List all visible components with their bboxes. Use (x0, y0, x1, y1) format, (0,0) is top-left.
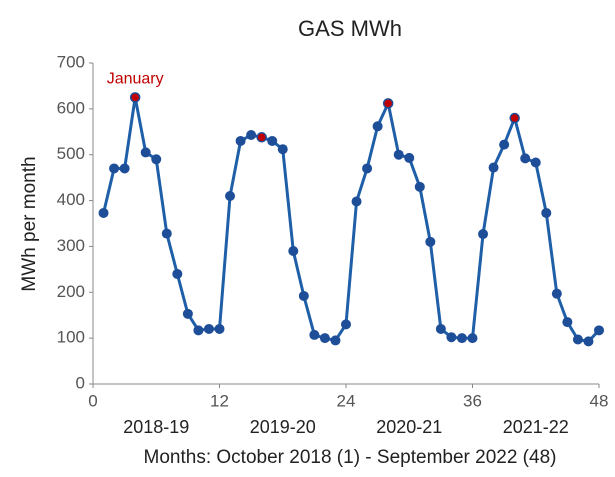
point (551, 288, 562, 299)
point (151, 154, 162, 165)
point (277, 144, 288, 155)
season-label: 2019-20 (250, 417, 316, 437)
point (594, 325, 604, 336)
point (446, 332, 457, 343)
point (214, 323, 225, 334)
y-tick-label: 300 (57, 236, 85, 255)
point (467, 333, 478, 344)
point (478, 229, 489, 240)
point (193, 325, 204, 336)
x-axis-label: Months: October 2018 (1) - September 202… (144, 447, 557, 468)
point (109, 163, 120, 174)
point (562, 317, 573, 328)
x-tick-label: 36 (463, 391, 482, 410)
highlight-point (382, 98, 394, 109)
point (393, 149, 404, 160)
season-label: 2021-22 (503, 417, 569, 437)
highlight-point (129, 92, 141, 103)
point (225, 190, 236, 201)
point (530, 157, 541, 168)
point (309, 329, 320, 340)
point (235, 135, 246, 146)
y-tick-label: 200 (57, 282, 85, 301)
point (119, 163, 130, 174)
season-label: 2018-19 (123, 417, 189, 437)
point (541, 207, 552, 218)
point (341, 319, 351, 330)
highlight-point (509, 112, 520, 124)
point (362, 163, 373, 174)
point (330, 335, 341, 346)
x-tick-label: 0 (88, 391, 97, 410)
point (404, 152, 415, 163)
point (161, 228, 172, 239)
x-tick-label: 24 (337, 391, 356, 410)
season-label: 2020-21 (376, 417, 442, 437)
highlight-point (256, 132, 267, 143)
point (372, 121, 383, 132)
point (203, 323, 214, 334)
y-tick-label: 100 (57, 328, 85, 347)
annotation: January (107, 71, 164, 88)
point (488, 162, 499, 173)
y-axis-label: MWh per month (19, 156, 40, 291)
line (102, 95, 601, 343)
point (425, 236, 436, 247)
point (140, 147, 151, 158)
point (414, 181, 425, 192)
point (172, 268, 183, 279)
point (572, 334, 583, 345)
point (182, 308, 193, 319)
point (499, 139, 510, 150)
chart-title: GAS MWh (298, 16, 402, 41)
x-tick-label: 48 (590, 391, 609, 410)
y-tick-label: 500 (57, 144, 85, 163)
point (351, 196, 362, 207)
y-tick-label: 600 (57, 98, 85, 117)
point (435, 323, 446, 334)
y-tick-label: 0 (76, 373, 85, 392)
point (583, 336, 594, 347)
point (267, 135, 278, 146)
point (288, 246, 299, 257)
y-tick-label: 400 (57, 190, 85, 209)
point (456, 333, 467, 344)
point (98, 207, 109, 218)
point (520, 153, 531, 164)
point (319, 333, 330, 344)
point (298, 290, 309, 301)
x-tick-label: 12 (210, 391, 229, 410)
y-tick-label: 700 (57, 52, 85, 71)
point (246, 129, 257, 140)
